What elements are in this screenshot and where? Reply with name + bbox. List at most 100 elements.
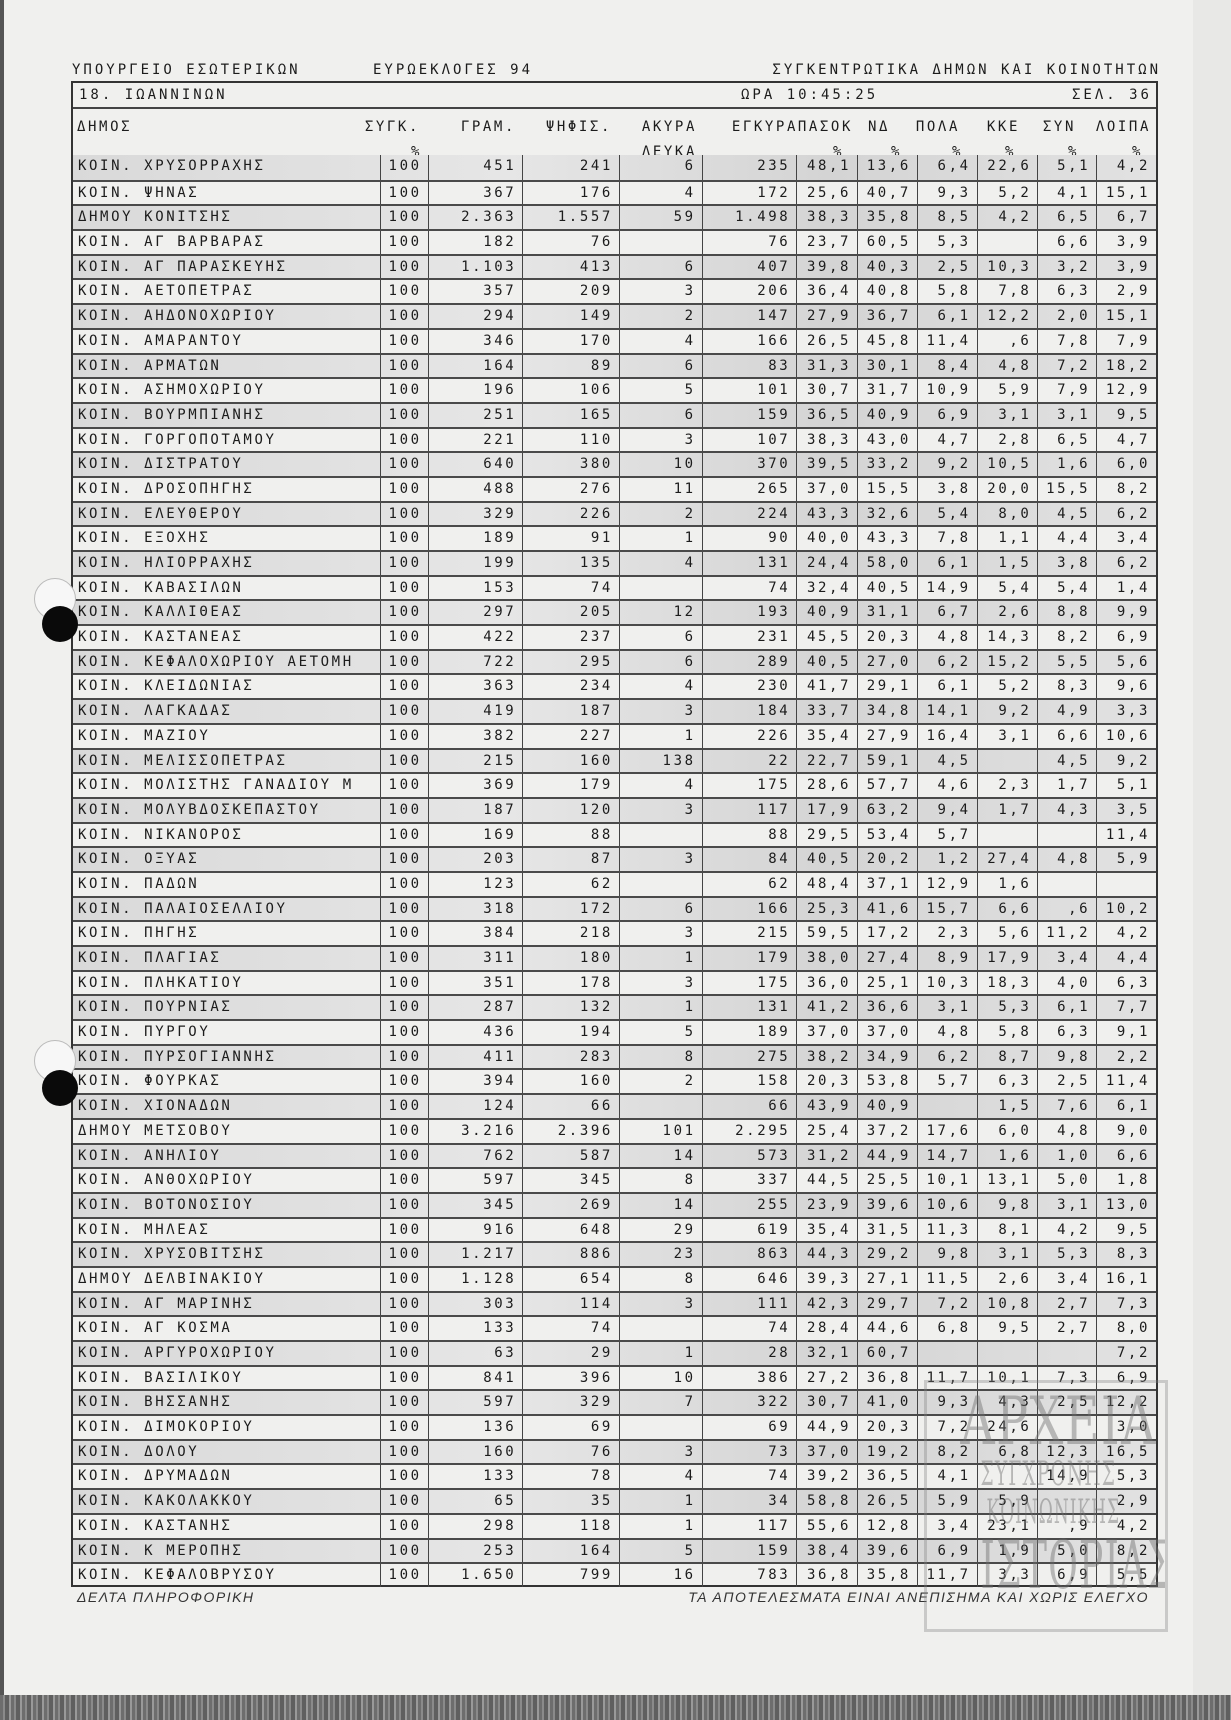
voted-cell: 149	[522, 305, 619, 328]
kke-pct-cell: 1,5	[976, 552, 1038, 575]
voted-cell: 1.557	[522, 206, 619, 230]
pola-pct-cell: 9,3	[916, 1391, 977, 1415]
kke-pct-cell: 3,1	[976, 724, 1038, 748]
pola-pct-cell: 5,7	[916, 1070, 977, 1094]
invalid-blank-cell: 2	[618, 502, 702, 526]
turnout-cell: 100	[379, 675, 428, 699]
pasok-pct-cell: 40,5	[796, 848, 857, 871]
municipality-name: ΚΟΙΝ. ΜΕΛΙΣΣΟΠΕΤΡΑΣ	[78, 752, 288, 769]
other-pct-cell: 4,7	[1096, 428, 1156, 452]
nd-pct-cell: 53,8	[857, 1070, 917, 1094]
ministry-label: ΥΠΟΥΡΓΕΙΟ ΕΣΩΤΕΡΙΚΩΝ	[72, 62, 301, 78]
invalid-blank-cell: 3	[618, 700, 702, 723]
invalid-blank-cell: 4	[618, 181, 702, 205]
kke-pct-cell: 5,3	[976, 996, 1038, 1020]
syn-pct-cell: 2,5	[1037, 1070, 1096, 1094]
col-nd: ΝΔ	[867, 119, 890, 135]
pola-pct-cell: 9,3	[916, 181, 977, 205]
nd-pct-cell: 30,1	[857, 354, 917, 378]
registered-cell: 153	[427, 576, 523, 600]
invalid-blank-cell: 3	[618, 848, 702, 871]
turnout-cell: 100	[379, 823, 428, 847]
voted-cell: 132	[522, 996, 619, 1020]
col-syn: ΣΥΝ	[1042, 119, 1076, 135]
municipality-name: ΚΟΙΝ. ΠΑΔΩΝ	[78, 875, 200, 892]
nd-pct-cell: 60,7	[857, 1342, 917, 1365]
municipality-name: ΚΟΙΝ. ΑΝΗΛΙΟΥ	[78, 1147, 222, 1164]
kke-pct-cell: 5,2	[976, 675, 1038, 699]
pasok-pct-cell: 29,5	[796, 823, 857, 847]
voted-cell: 172	[522, 897, 619, 921]
municipality-name: ΚΟΙΝ. ΑΓ ΠΑΡΑΣΚΕΥΗΣ	[78, 258, 288, 275]
registered-cell: 65	[427, 1490, 523, 1513]
nd-pct-cell: 13,6	[857, 155, 917, 180]
pola-pct-cell: 4,5	[916, 749, 977, 773]
turnout-cell: 100	[379, 502, 428, 526]
invalid-blank-cell: 6	[618, 403, 702, 427]
municipality-name: ΚΟΙΝ. ΠΥΡΣΟΓΙΑΝΝΗΣ	[78, 1048, 277, 1065]
turnout-cell: 100	[379, 1021, 428, 1044]
syn-pct-cell: 4,1	[1037, 181, 1096, 205]
syn-pct-cell: 7,6	[1037, 1095, 1096, 1118]
syn-pct-cell: 4,8	[1037, 1119, 1096, 1143]
col-dimos: ΔΗΜΟΣ	[77, 119, 133, 135]
registered-cell: 488	[427, 477, 523, 501]
syn-pct-cell: 5,0	[1037, 1539, 1096, 1563]
pola-pct-cell	[916, 1095, 977, 1118]
voted-cell: 329	[522, 1391, 619, 1415]
municipality-name: ΚΟΙΝ. ΔΡΟΣΟΠΗΓΗΣ	[78, 480, 255, 497]
nd-pct-cell: 36,5	[857, 1465, 917, 1489]
pasok-pct-cell: 35,4	[796, 1218, 857, 1242]
registered-cell: 436	[427, 1021, 523, 1044]
col-akyra: ΑΚΥΡΑ	[641, 119, 697, 135]
registered-cell: 351	[427, 971, 523, 995]
kke-pct-cell: 1,9	[976, 1539, 1038, 1563]
nd-pct-cell: 44,6	[857, 1317, 917, 1340]
municipality-name: ΚΟΙΝ. ΚΑΚΟΛΑΚΚΟΥ	[78, 1493, 255, 1510]
kke-pct-cell: 7,8	[976, 280, 1038, 304]
footer-disclaimer: ΤΑ ΑΠΟΤΕΛΕΣΜΑΤΑ ΕΙΝΑΙ ΑΝΕΠΙΣΗΜΑ ΚΑΙ ΧΩΡΙ…	[688, 1589, 1149, 1605]
turnout-cell: 100	[379, 305, 428, 328]
invalid-blank-cell: 6	[618, 255, 702, 279]
pola-pct-cell: 5,9	[916, 1490, 977, 1513]
other-pct-cell: 16,5	[1096, 1440, 1156, 1464]
table-row: ΚΟΙΝ. ΚΛΕΙΔΩΝΙΑΣ 100 363 234 4 230 41,7 29,1 6,1…	[73, 673, 1156, 699]
syn-pct-cell: 8,3	[1037, 675, 1096, 699]
nd-pct-cell: 34,8	[857, 700, 917, 723]
municipality-name: ΚΟΙΝ. ΑΡΓΥΡΟΧΩΡΙΟΥ	[78, 1345, 277, 1361]
other-pct-cell: 8,3	[1096, 1243, 1156, 1266]
registered-cell: 251	[427, 403, 523, 427]
municipality-name: ΚΟΙΝ. ΚΕΦΑΛΟΧΩΡΙΟΥ ΑΕΤΟΜΗ	[78, 653, 354, 670]
pola-pct-cell: 11,4	[916, 329, 977, 353]
table-row: ΚΟΙΝ. ΕΞΟΧΗΣ 100 189 91 1 90 40,0 43,3 7,8 1,1 4,4…	[73, 525, 1156, 550]
voted-cell: 180	[522, 947, 619, 970]
table-row: ΚΟΙΝ. ΑΡΜΑΤΩΝ 100 164 89 6 83 31,3 30,1 8,4 4,8 7,…	[73, 352, 1156, 378]
syn-pct-cell: 9,8	[1037, 1045, 1096, 1069]
pasok-pct-cell: 58,8	[796, 1490, 857, 1513]
invalid-blank-cell: 8	[618, 1045, 702, 1069]
pasok-pct-cell: 38,2	[796, 1045, 857, 1069]
pola-pct-cell: 6,4	[916, 155, 977, 180]
invalid-blank-cell: 5	[618, 379, 702, 402]
pasok-pct-cell: 25,4	[796, 1119, 857, 1143]
turnout-cell: 100	[379, 774, 428, 797]
registered-cell: 182	[427, 231, 523, 254]
syn-pct-cell: 6,9	[1037, 1564, 1096, 1587]
other-pct-cell: 11,4	[1096, 823, 1156, 847]
municipality-name: ΚΟΙΝ. ΑΓ ΒΑΡΒΑΡΑΣ	[78, 234, 266, 251]
nd-pct-cell: 40,9	[857, 1095, 917, 1118]
kke-pct-cell: 18,3	[976, 971, 1038, 995]
table-row: ΚΟΙΝ. ΒΑΣΙΛΙΚΟΥ 100 841 396 10 386 27,2 36,8 11,…	[73, 1364, 1156, 1390]
turnout-cell: 100	[379, 527, 428, 550]
nd-pct-cell: 36,8	[857, 1366, 917, 1390]
turnout-cell: 100	[379, 576, 428, 600]
nd-pct-cell: 31,5	[857, 1218, 917, 1242]
pasok-pct-cell: 32,4	[796, 576, 857, 600]
kke-pct-cell: 3,1	[976, 403, 1038, 427]
valid-cell: 289	[701, 650, 797, 674]
table-row: ΚΟΙΝ. ΑΓ ΚΟΣΜΑ 100 133 74 74 28,4 44,6 6,8 9,5 2,…	[73, 1315, 1156, 1340]
pasok-pct-cell: 25,3	[796, 897, 857, 921]
voted-cell: 118	[522, 1514, 619, 1538]
other-pct-cell: 8,2	[1096, 1539, 1156, 1563]
syn-pct-cell: 7,3	[1037, 1366, 1096, 1390]
